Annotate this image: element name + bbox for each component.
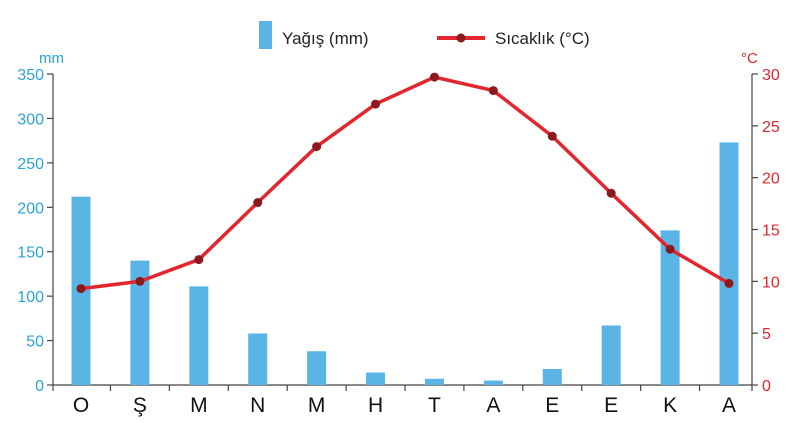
right-tick-label: 5 <box>762 326 771 343</box>
right-axis-ticks: 0 5 10 15 20 25 30 <box>752 67 780 395</box>
left-tick-label: 100 <box>17 289 44 306</box>
right-tick-label: 10 <box>762 274 780 291</box>
precip-bar <box>189 286 209 385</box>
precip-bar <box>542 369 562 385</box>
temperature-point <box>547 131 557 141</box>
precip-bar <box>719 142 739 385</box>
month-label: E <box>545 394 559 417</box>
left-tick-label: 50 <box>26 334 44 351</box>
temperature-point <box>606 188 616 198</box>
precip-bar <box>601 325 621 385</box>
month-label: M <box>190 394 208 417</box>
month-label: A <box>722 394 736 417</box>
month-label: H <box>368 394 383 417</box>
legend: Yağış (mm) Sıcaklık (°C) <box>259 21 590 49</box>
left-tick-label: 350 <box>17 67 44 84</box>
right-tick-label: 30 <box>762 67 780 84</box>
temperature-series <box>76 72 734 294</box>
month-label: N <box>250 394 265 417</box>
temperature-point <box>253 198 263 208</box>
left-axis-unit: mm <box>39 50 64 67</box>
temperature-point <box>488 86 498 96</box>
temperature-point <box>135 276 145 286</box>
precip-bar <box>483 380 503 385</box>
month-label: A <box>486 394 500 417</box>
left-tick-label: 250 <box>17 156 44 173</box>
temperature-point <box>194 255 204 265</box>
month-label: Ş <box>133 394 147 417</box>
legend-temp-label: Sıcaklık (°C) <box>495 29 590 48</box>
right-tick-label: 0 <box>762 378 771 395</box>
legend-temp-marker <box>456 33 466 43</box>
temperature-point <box>371 99 381 109</box>
precip-bar <box>307 351 327 385</box>
left-tick-label: 150 <box>17 245 44 262</box>
month-label: E <box>604 394 618 417</box>
temperature-point <box>312 142 322 152</box>
right-axis-unit: °C <box>741 50 758 67</box>
precip-bar <box>660 230 680 385</box>
left-tick-label: 0 <box>35 378 44 395</box>
temperature-point <box>724 278 734 288</box>
precip-bar <box>248 333 268 385</box>
month-label: T <box>428 394 441 417</box>
right-tick-label: 15 <box>762 223 780 240</box>
temperature-line <box>80 75 730 291</box>
left-axis-ticks: 0 50 100 150 200 250 300 350 <box>17 67 53 395</box>
precip-bar <box>366 372 386 385</box>
month-label: M <box>308 394 326 417</box>
right-tick-label: 25 <box>762 119 780 136</box>
right-tick-label: 20 <box>762 171 780 188</box>
legend-precip-swatch <box>259 21 272 49</box>
precip-bar <box>130 260 150 385</box>
temperature-point <box>665 244 675 254</box>
legend-precip-label: Yağış (mm) <box>282 29 369 48</box>
month-label: K <box>663 394 677 417</box>
left-tick-label: 200 <box>17 200 44 217</box>
temperature-point <box>429 72 439 82</box>
precip-bars <box>71 142 739 385</box>
temperature-point <box>76 284 86 294</box>
left-tick-label: 300 <box>17 111 44 128</box>
month-label: O <box>73 394 89 417</box>
precip-bar <box>424 378 444 385</box>
